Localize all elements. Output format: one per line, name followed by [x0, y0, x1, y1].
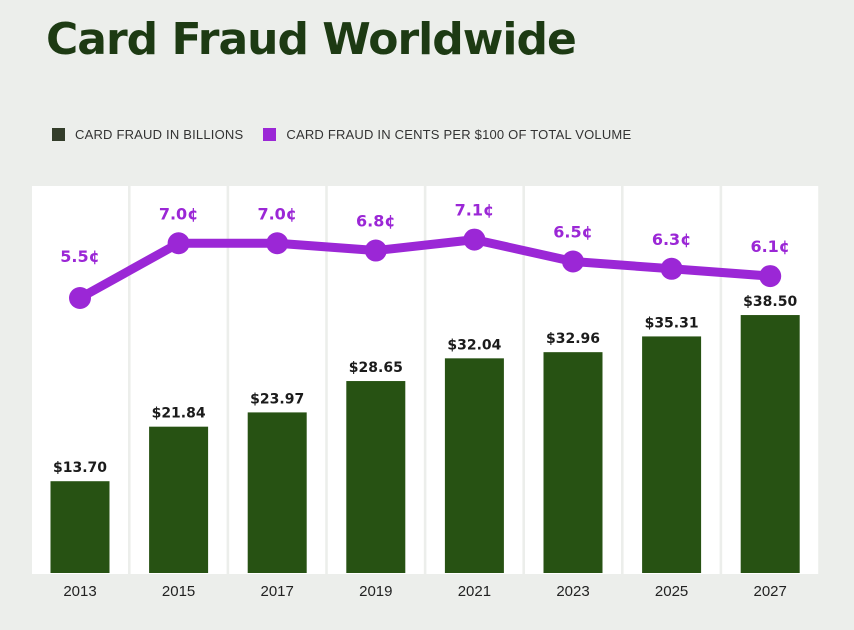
x-tick-label: 2023 — [556, 583, 589, 600]
x-tick-label: 2017 — [261, 583, 294, 600]
bar-value-label: $23.97 — [250, 391, 304, 407]
bar-value-label: $35.31 — [645, 315, 699, 331]
bar — [543, 352, 603, 573]
line-point — [660, 257, 683, 280]
bar — [346, 381, 406, 573]
line-point — [266, 232, 289, 255]
legend-item-line: CARD FRAUD IN CENTS PER $100 OF TOTAL VO… — [263, 127, 631, 142]
line-point — [463, 228, 486, 251]
bar — [247, 412, 307, 573]
legend-label-line: CARD FRAUD IN CENTS PER $100 OF TOTAL VO… — [286, 127, 632, 142]
x-tick-label: 2015 — [162, 583, 195, 600]
line-point — [69, 287, 91, 309]
bar — [50, 481, 110, 573]
line-value-label: 6.1¢ — [750, 237, 789, 256]
bar — [444, 358, 504, 573]
line-value-label: 7.0¢ — [257, 204, 296, 223]
bar-value-label: $13.70 — [53, 460, 107, 476]
x-tick-label: 2027 — [754, 583, 787, 600]
bar-value-label: $38.50 — [743, 294, 797, 310]
line-point — [562, 250, 584, 273]
bar-value-label: $28.65 — [349, 360, 403, 376]
line-value-label: 6.8¢ — [356, 212, 395, 231]
x-tick-label: 2021 — [458, 583, 491, 600]
line-point — [759, 265, 782, 288]
line-point — [364, 239, 387, 262]
line-value-label: 6.5¢ — [553, 223, 592, 242]
x-tick-label: 2025 — [655, 583, 688, 600]
legend-swatch-line — [263, 128, 277, 141]
legend: CARD FRAUD IN BILLIONS CARD FRAUD IN CEN… — [52, 127, 651, 142]
line-value-label: 7.0¢ — [159, 204, 198, 223]
legend-label-bars: CARD FRAUD IN BILLIONS — [75, 127, 244, 142]
x-tick-label: 2019 — [359, 583, 392, 600]
bar-value-label: $32.04 — [447, 337, 501, 353]
legend-swatch-bars — [52, 128, 65, 141]
line-point — [167, 232, 190, 255]
line-series — [75, 235, 775, 303]
line-value-label: 5.5¢ — [60, 247, 99, 266]
bar — [642, 336, 702, 573]
line-value-label: 6.3¢ — [652, 230, 691, 249]
bar — [740, 315, 800, 573]
legend-item-bars: CARD FRAUD IN BILLIONS — [52, 127, 243, 142]
bar-value-label: $21.84 — [152, 406, 206, 422]
x-tick-label: 2013 — [63, 583, 96, 600]
chart-title: Card Fraud Worldwide — [46, 14, 577, 65]
bar — [149, 426, 209, 573]
line-value-label: 7.1¢ — [455, 201, 494, 220]
bar-value-label: $32.96 — [546, 331, 600, 347]
